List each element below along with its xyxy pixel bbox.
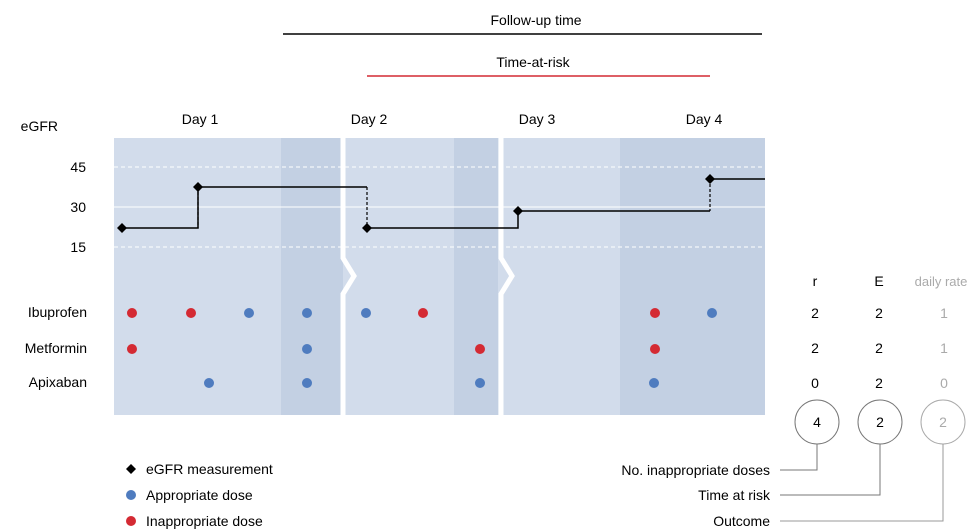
- drug-label-metformin: Metformin: [25, 340, 87, 356]
- table-cell: 2: [875, 305, 883, 321]
- legend-inappropriate-marker: [126, 516, 136, 526]
- egfr-point-5: [705, 174, 715, 184]
- table-cell: 2: [811, 305, 819, 321]
- day-label-1: Day 1: [182, 111, 219, 127]
- day-label-2: Day 2: [351, 111, 388, 127]
- annotation-time-at-risk: Time at risk: [698, 487, 771, 503]
- dose-metformin-inappropriate: [127, 344, 137, 354]
- drug-label-ibuprofen: Ibuprofen: [28, 304, 87, 320]
- column-header-e: E: [874, 273, 883, 289]
- table-cell: 1: [940, 305, 948, 321]
- dose-apixaban-appropriate: [649, 378, 659, 388]
- table-cell: 2: [875, 340, 883, 356]
- annotation-inappropriate-count: No. inappropriate doses: [621, 462, 770, 478]
- table-cell: 1: [940, 340, 948, 356]
- day-label-4: Day 4: [686, 111, 723, 127]
- ytick-45: 45: [70, 159, 86, 175]
- dose-ibuprofen-appropriate: [361, 308, 371, 318]
- egfr-point-3: [362, 223, 372, 233]
- total-e: 2: [876, 414, 884, 430]
- connector-outcome: [780, 444, 944, 522]
- day-label-3: Day 3: [519, 111, 556, 127]
- table-cell: 2: [811, 340, 819, 356]
- dose-metformin-inappropriate: [475, 344, 485, 354]
- legend-egfr-label: eGFR measurement: [146, 461, 273, 477]
- night-shade-3: [620, 138, 765, 415]
- dose-ibuprofen-appropriate: [707, 308, 717, 318]
- dose-ibuprofen-inappropriate: [127, 308, 137, 318]
- connector-inappropriate-count: [780, 444, 818, 471]
- dose-ibuprofen-inappropriate: [186, 308, 196, 318]
- drug-label-apixaban: Apixaban: [29, 374, 87, 390]
- ytick-15: 15: [70, 239, 86, 255]
- dose-apixaban-appropriate: [204, 378, 214, 388]
- dose-metformin-appropriate: [302, 344, 312, 354]
- table-cell: 2: [875, 375, 883, 391]
- dose-metformin-inappropriate: [650, 344, 660, 354]
- egfr-point-1: [117, 223, 127, 233]
- column-header-daily-rate: daily rate: [915, 274, 968, 289]
- egfr-axis-label: eGFR: [21, 118, 58, 134]
- dose-ibuprofen-inappropriate: [650, 308, 660, 318]
- total-rate: 2: [939, 414, 947, 430]
- legend-egfr-marker: [126, 464, 136, 474]
- egfr-point-2: [193, 182, 203, 192]
- egfr-step-segment-3: [367, 211, 519, 229]
- followup-label: Follow-up time: [490, 12, 581, 28]
- night-shade-1: [281, 138, 343, 415]
- total-r: 4: [813, 414, 821, 430]
- legend-appropriate-marker: [126, 490, 136, 500]
- dose-ibuprofen-inappropriate: [418, 308, 428, 318]
- dose-ibuprofen-appropriate: [302, 308, 312, 318]
- break-separator-1: [340, 138, 357, 415]
- table-cell: 0: [940, 375, 948, 391]
- table-cell: 0: [811, 375, 819, 391]
- timeatrisk-label: Time-at-risk: [496, 54, 570, 70]
- annotation-outcome: Outcome: [713, 513, 770, 529]
- dose-apixaban-appropriate: [475, 378, 485, 388]
- dose-apixaban-appropriate: [302, 378, 312, 388]
- legend-inappropriate-label: Inappropriate dose: [146, 513, 263, 529]
- dose-ibuprofen-appropriate: [244, 308, 254, 318]
- egfr-point-4: [513, 206, 523, 216]
- break-separator-2: [498, 138, 515, 415]
- connector-time-at-risk: [780, 444, 881, 496]
- egfr-step-series: [117, 174, 765, 233]
- ytick-30: 30: [70, 199, 86, 215]
- legend-appropriate-label: Appropriate dose: [146, 487, 253, 503]
- column-header-r: r: [813, 273, 818, 289]
- night-shade-2: [454, 138, 498, 415]
